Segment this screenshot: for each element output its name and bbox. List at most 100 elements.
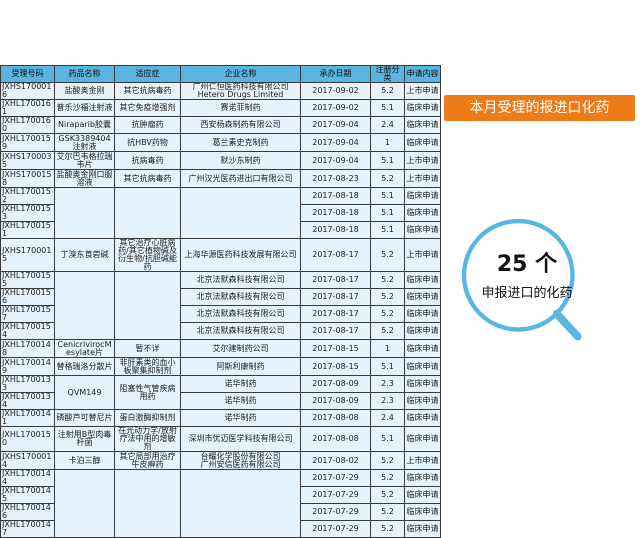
table-row: JXHL1700144 2017-07-29 5.2 临床申请 [0,469,441,538]
cell-drug: 盐酸奥金刚 [54,82,115,100]
cell-indication [114,187,181,239]
cell-content: 临床申请 [404,469,441,487]
cell-id: JXHL1700144 [0,469,55,487]
cell-company: 北京法默森科技有限公司 [180,288,301,306]
cell-drug: 盐酸奥金刚口服溶液 [54,169,115,188]
table-row: JXHL1700160 Niraparib胶囊 抗肿瘤药 西安杨森制药有限公司 2017… [0,116,441,134]
cell-content: 临床申请 [404,503,441,521]
cell-company [180,187,301,239]
cell-id: JXHL1700146 [0,503,55,521]
cell-content: 临床申请 [404,187,441,205]
cell-date: 2017-09-02 [300,99,371,117]
cell-cls: 2.3 [370,392,405,410]
cell-indication [114,271,181,340]
cell-cls: 5.1 [370,187,405,205]
cell-content: 上市申请 [404,82,441,100]
import-drug-table: 受理号码 药品名称 适应症 企业名称 承办日期 注册分类 申请内容 JXHS17… [0,65,441,538]
header-category: 注册分类 [370,65,405,83]
cell-date: 2017-09-04 [300,116,371,134]
cell-company: 北京法默森科技有限公司 [180,305,301,323]
cell-company: 艾尔建制药公司 [180,339,301,358]
cell-drug: Niraparib胶囊 [54,116,115,134]
cell-cls: 5.2 [370,486,405,504]
cell-content: 临床申请 [404,520,441,538]
cell-date: 2017-09-04 [300,151,371,170]
cell-cls: 5.2 [370,288,405,306]
cell-drug: 替格瑞洛分散片 [54,357,115,376]
cell-date: 2017-08-09 [300,375,371,393]
cell-company: 诺华制药 [180,375,301,393]
cell-drug: 注射用B型肉毒杆菌 [54,426,115,452]
cell-content: 临床申请 [404,375,441,393]
header-company: 企业名称 [180,65,301,83]
cell-cls: 2.4 [370,409,405,427]
cell-company: 北京法默森科技有限公司 [180,322,301,340]
cell-content: 上市申请 [404,238,441,272]
cell-content: 上市申请 [404,451,441,470]
header-content: 申请内容 [404,65,441,83]
cell-drug: 卡泊三醇 [54,451,115,470]
cell-content: 临床申请 [404,271,441,289]
cell-id: JXHL1700141 [0,409,55,427]
cell-date: 2017-09-04 [300,133,371,152]
table-row: JXHS1700035 艾尔巴韦格拉瑞韦片 抗病毒药 默沙东制药 2017-09-04 5… [0,151,441,170]
cell-date: 2017-08-17 [300,322,371,340]
cell-company: 诺华制药 [180,392,301,410]
cell-id: JXHL1700154 [0,322,55,340]
cell-indication: 其它免疫增强剂 [114,99,181,117]
cell-cls: 5.2 [370,322,405,340]
cell-cls: 5.2 [370,503,405,521]
cell-date: 2017-08-17 [300,238,371,272]
cell-company: 广州汉光医药进出口有限公司 [180,169,301,188]
cell-id: JXHL1700133 [0,375,55,393]
cell-drug [54,271,115,340]
table-row: JXHL1700154 北京法默森科技有限公司 2017-08-17 5.2 临床申请 [0,322,441,340]
table-row: JXHL1700156 北京法默森科技有限公司 2017-08-17 5.2 临床申请 [0,288,441,306]
cell-drug: GSK3389404注射液 [54,133,115,152]
cell-indication: 其它抗病毒药 [114,82,181,100]
cell-cls: 5.1 [370,426,405,452]
import-count: 25 个 [496,252,558,277]
cell-date: 2017-07-29 [300,469,371,487]
table-row: JXHS1700014 卡泊三醇 其它局部用治疗牛皮癣药 台耀化学股份有限公司 广州安信… [0,451,441,470]
cell-date: 2017-07-29 [300,486,371,504]
cell-id: JXHL1700159 [0,133,55,152]
cell-indication: 抗HBV药物 [114,133,181,152]
cell-company: 上海华源医药科技发展有限公司 [180,238,301,272]
cell-content: 临床申请 [404,322,441,340]
cell-id: JXHL1700149 [0,357,55,376]
cell-cls: 5.1 [370,151,405,170]
cell-content: 上市申请 [404,169,441,188]
cell-company: 西安杨森制药有限公司 [180,116,301,134]
cell-id: JXHL1700155 [0,271,55,289]
cell-cls: 5.2 [370,271,405,289]
cell-date: 2017-08-08 [300,426,371,452]
monthly-banner: 本月受理的报进口化药 [444,95,635,121]
cell-cls: 5.2 [370,520,405,538]
cell-date: 2017-08-15 [300,339,371,358]
cell-id: JXHL1700157 [0,305,55,323]
cell-cls: 1 [370,133,405,152]
cell-id: JXHL1700152 [0,187,55,205]
cell-date: 2017-08-23 [300,169,371,188]
cell-id: JXHL1700145 [0,486,55,504]
table-row: JXHL1700133 QVM149 阻塞性气管疾病用药 诺华制药 2017-08-09… [0,375,441,410]
cell-id: JXHL1700147 [0,520,55,538]
cell-content: 临床申请 [404,204,441,222]
cell-content: 临床申请 [404,426,441,452]
cell-cls: 5.1 [370,204,405,222]
cell-id: JXHS1700016 [0,82,55,100]
cell-id: JXHS1700015 [0,238,55,272]
cell-cls: 5.2 [370,469,405,487]
cell-date: 2017-08-18 [300,204,371,222]
cell-content: 临床申请 [404,486,441,504]
cell-id: JXHL1700134 [0,392,55,410]
cell-company: 赛诺菲制药 [180,99,301,117]
cell-content: 上市申请 [404,151,441,170]
cell-drug [54,187,115,239]
header-drug-name: 药品名称 [54,65,115,83]
cell-id: JXHS1700014 [0,451,55,470]
cell-indication: 其它治疗心脏病药/其它植物碱及衍生物/抗胆碱能药 [114,238,181,272]
cell-drug: 艾尔巴韦格拉瑞韦片 [54,151,115,170]
cell-date: 2017-07-29 [300,503,371,521]
